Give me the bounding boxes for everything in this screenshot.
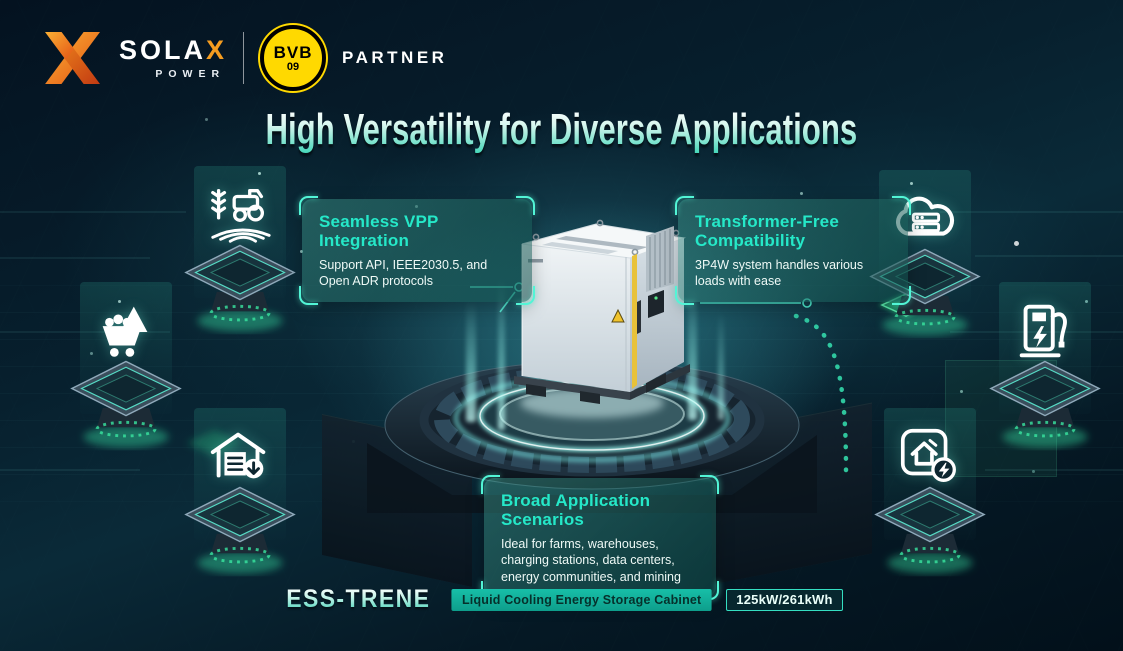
- application-node-ev-charging: [987, 282, 1103, 454]
- callout-heading: Broad Application Scenarios: [501, 491, 651, 530]
- bracket-corner: [892, 285, 911, 305]
- callout-body: 3P4W system handles various loads with e…: [695, 258, 864, 289]
- ev-charging-icon: [1010, 298, 1080, 362]
- chip-pedestal: [182, 240, 298, 336]
- application-node-warehouse: [182, 408, 298, 580]
- brand-name-x: X: [206, 34, 228, 65]
- application-node-home-energy: [872, 408, 988, 580]
- bracket-corner: [299, 196, 318, 215]
- bvb-badge-text: BVB: [273, 42, 313, 62]
- bracket-corner: [675, 196, 694, 215]
- bracket-corner: [516, 196, 535, 215]
- home-energy-icon: [895, 424, 965, 488]
- product-spec: 125kW/261kWh: [726, 588, 843, 611]
- brand-name: SOLAX: [119, 34, 228, 65]
- product-bar: ESS-TRENE Liquid Cooling Energy Storage …: [0, 585, 1123, 614]
- light-beam: [498, 278, 505, 430]
- bracket-corner: [892, 196, 911, 215]
- callout-broad-scenarios: Broad Application Scenarios Ideal for fa…: [481, 475, 719, 600]
- callout-heading: Transformer-Free Compatibility: [695, 212, 839, 251]
- logo-divider: [243, 32, 245, 84]
- product-model: ESS-TRENE: [286, 585, 431, 613]
- mining-cart-icon: [91, 298, 161, 362]
- brand-subtitle: POWER: [155, 67, 226, 80]
- application-node-farm: [182, 166, 298, 338]
- title-row: High Versatility for Diverse Application…: [0, 106, 1123, 154]
- callout-body: Ideal for farms, warehouses, charging st…: [501, 537, 681, 584]
- warehouse-storage-icon: [205, 424, 275, 488]
- chip-pedestal: [182, 482, 298, 578]
- farm-icon: [205, 182, 275, 246]
- callout-body: Support API, IEEE2030.5, and Open ADR pr…: [319, 258, 488, 289]
- chip-pedestal: [987, 356, 1103, 452]
- partner-label: PARTNER: [342, 48, 448, 67]
- light-beam: [718, 312, 724, 420]
- brand-name-main: SOLA: [119, 34, 207, 65]
- solax-x-logo: [45, 32, 100, 84]
- light-beam: [688, 288, 697, 420]
- bracket-corner: [516, 285, 535, 305]
- product-tag: Liquid Cooling Energy Storage Cabinet: [451, 588, 712, 611]
- bracket-corner: [299, 285, 318, 305]
- bvb-badge: BVB 09: [260, 25, 327, 91]
- callout-transformer-free: Transformer-Free Compatibility 3P4W syst…: [675, 196, 911, 305]
- chip-pedestal: [872, 482, 988, 578]
- callout-vpp-integration: Seamless VPP Integration Support API, IE…: [299, 196, 535, 305]
- light-beam: [466, 300, 476, 422]
- application-node-mining: [68, 282, 184, 454]
- chip-pedestal: [68, 356, 184, 452]
- page-title: High Versatility for Diverse Application…: [265, 106, 858, 154]
- bracket-corner: [481, 475, 500, 494]
- bracket-corner: [700, 475, 719, 494]
- header-logos: SOLAX POWER BVB 09 PARTNER: [45, 25, 448, 91]
- ess-cabinet: [514, 219, 690, 404]
- callout-heading: Seamless VPP Integration: [319, 212, 439, 251]
- bracket-corner: [675, 285, 694, 305]
- solax-wordmark: SOLAX POWER: [119, 34, 228, 80]
- bvb-badge-number: 09: [286, 60, 300, 73]
